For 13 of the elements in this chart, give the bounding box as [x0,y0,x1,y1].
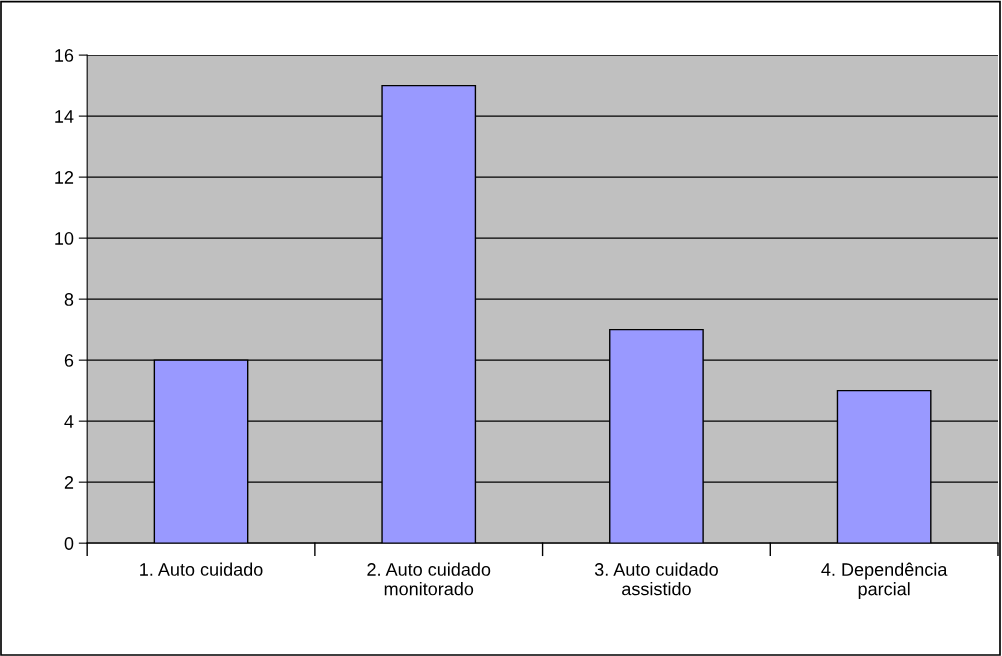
x-tick-label: 4. Dependência parcial [821,562,948,599]
y-tick-label: 10 [55,232,74,245]
x-tick-label: 1. Auto cuidado [140,562,263,576]
y-tick-label: 8 [64,293,74,306]
x-tick-label: 3. Auto cuidado assistido [594,562,718,596]
y-tick-label: 12 [55,171,74,184]
y-tick-label: 14 [55,110,74,123]
y-tick-label: 6 [64,354,74,367]
y-tick-label: 16 [55,49,74,62]
y-tick-label: 2 [64,476,74,489]
y-tick-label: 4 [64,415,74,428]
x-tick-label: 2. Auto cuidado monitorado [367,562,491,596]
y-tick-label: 0 [64,537,74,550]
